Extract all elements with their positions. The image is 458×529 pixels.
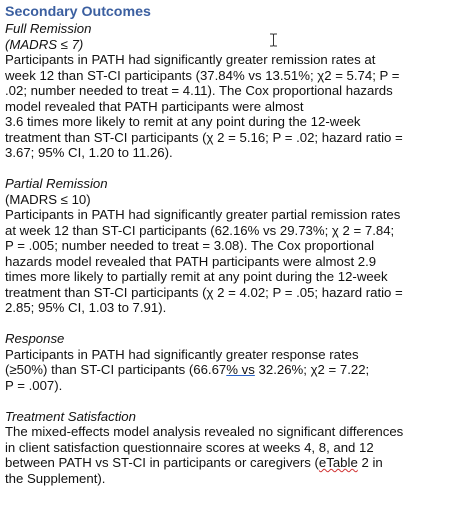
body-line: (≥50%) than ST-CI participants (66.67% v… bbox=[5, 362, 455, 378]
criterion-label: (MADRS ≤ 10) bbox=[5, 191, 91, 207]
body-line: times more likely to partially remit at … bbox=[5, 269, 388, 284]
body-line: between PATH vs ST-CI in participants or… bbox=[5, 455, 455, 471]
spacer bbox=[5, 316, 455, 332]
body-line: Participants in PATH had significantly g… bbox=[5, 52, 376, 67]
body-line: the Supplement). bbox=[5, 470, 106, 486]
text-run: 32.26%; χ2 = 7.22; bbox=[254, 362, 370, 377]
text-cursor-icon bbox=[270, 33, 277, 47]
body-line: The mixed-effects model analysis reveale… bbox=[5, 424, 404, 439]
body-line: P = .005; number needed to treat = 3.08)… bbox=[5, 238, 375, 253]
body-line: at week 12 than ST-CI participants (62.1… bbox=[5, 222, 395, 238]
subsection-title: Partial Remission bbox=[5, 176, 108, 191]
body-line: 3.67; 95% CI, 1.20 to 11.26). bbox=[5, 145, 173, 160]
response-section: Response Participants in PATH had signif… bbox=[5, 331, 455, 393]
text-run: (≥50%) than ST-CI participants (66.67 bbox=[5, 362, 227, 377]
body-line: .02; number needed to treat = 4.11). The… bbox=[5, 83, 393, 98]
spacer bbox=[5, 393, 455, 409]
criterion-label: (MADRS ≤ 7) bbox=[5, 36, 84, 52]
body-line: treatment than ST-CI participants (χ 2 =… bbox=[5, 129, 403, 145]
body-line: Participants in PATH had significantly g… bbox=[5, 207, 401, 222]
body-line: treatment than ST-CI participants (χ 2 =… bbox=[5, 284, 403, 300]
subsection-title: Treatment Satisfaction bbox=[5, 408, 136, 424]
body-line: week 12 than ST-CI participants (37.84% … bbox=[5, 67, 400, 83]
full-remission-section: Full Remission (MADRS ≤ 7) Participants … bbox=[5, 21, 455, 161]
body-line: model revealed that PATH participants we… bbox=[5, 98, 304, 114]
spelling-flagged-text[interactable]: eTable bbox=[318, 455, 358, 470]
body-line: hazards model revealed that PATH partici… bbox=[5, 253, 377, 269]
subsection-title: Response bbox=[5, 331, 65, 346]
text-run: 2 in bbox=[357, 455, 383, 470]
section-heading: Secondary Outcomes bbox=[5, 4, 151, 20]
body-line: 2.85; 95% CI, 1.03 to 7.91). bbox=[5, 300, 167, 315]
body-line: Participants in PATH had significantly g… bbox=[5, 346, 359, 362]
partial-remission-section: Partial Remission (MADRS ≤ 10) Participa… bbox=[5, 176, 455, 316]
grammar-flagged-text[interactable]: % vs bbox=[226, 362, 255, 377]
text-run: between PATH vs ST-CI in participants or… bbox=[5, 455, 319, 470]
body-line: 3.6 times more likely to remit at any po… bbox=[5, 114, 361, 129]
spacer bbox=[5, 161, 455, 177]
subsection-title: Full Remission bbox=[5, 21, 92, 36]
treatment-satisfaction-section: Treatment Satisfaction The mixed-effects… bbox=[5, 409, 455, 487]
body-line: in client satisfaction questionnaire sco… bbox=[5, 439, 374, 455]
body-line: P = .007). bbox=[5, 377, 63, 393]
document-body[interactable]: Secondary Outcomes Full Remission (MADRS… bbox=[5, 4, 455, 486]
